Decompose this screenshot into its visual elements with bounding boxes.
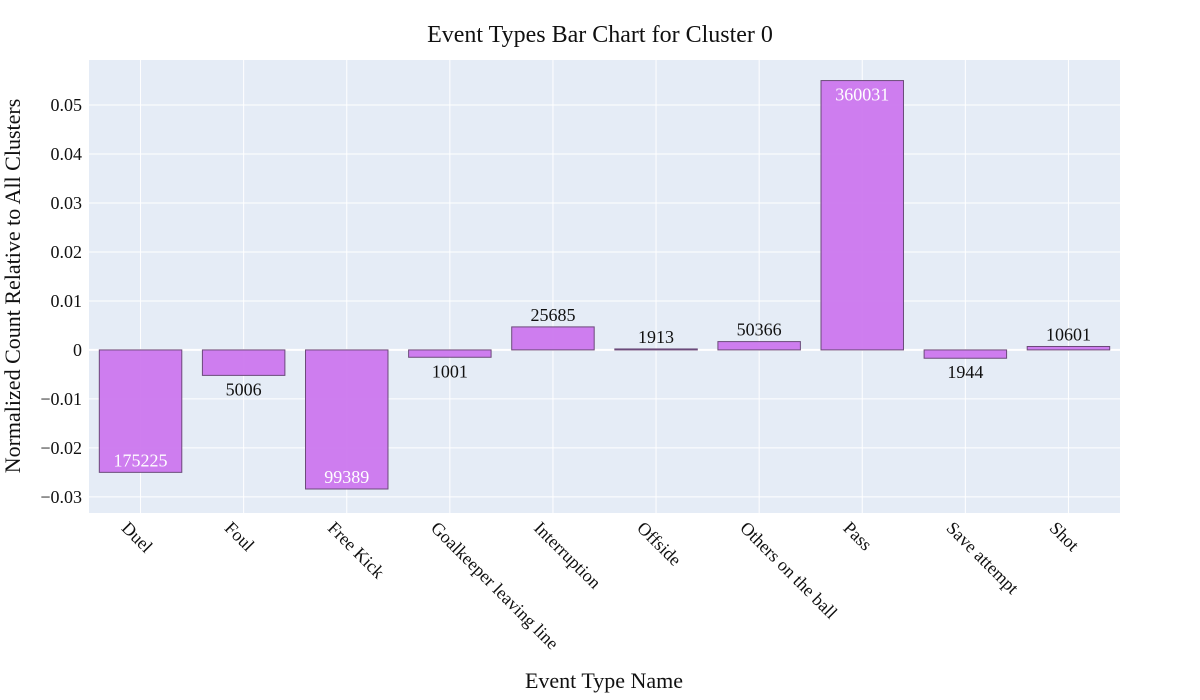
x-axis-ticks: Duel Foul Free Kick Goalkeeper leaving line…: [118, 518, 1083, 654]
bar: [408, 349, 492, 358]
y-tick-label: 0.02: [51, 242, 83, 262]
y-axis-title: Normalized Count Relative to All Cluster…: [0, 99, 25, 474]
data-label: 50366: [737, 320, 782, 340]
y-tick-label: 0.03: [51, 193, 83, 213]
bars: [98, 80, 1111, 490]
data-label: 25685: [530, 305, 575, 325]
data-label: 10601: [1046, 324, 1091, 344]
bar: [923, 349, 1008, 359]
y-tick-label: 0.01: [51, 291, 83, 311]
bar: [614, 348, 698, 351]
x-tick-label: Others on the ball: [736, 518, 841, 623]
x-tick-label: Interruption: [530, 518, 605, 593]
y-tick-label: −0.01: [40, 389, 82, 409]
x-tick-label: Offside: [633, 518, 685, 570]
data-labels: 175225 5006 99389 1001 25685 1913 50366 360031 1…: [114, 85, 1091, 487]
plot-area: [89, 60, 1120, 513]
y-axis-ticks: −0.03 −0.02 −0.01 0 0.01 0.02 0.03 0.04 0.05: [40, 95, 82, 507]
bar: [201, 349, 286, 376]
data-label: 1913: [638, 327, 674, 347]
bar: [511, 326, 595, 351]
bar: [1026, 345, 1111, 351]
y-tick-label: −0.02: [40, 438, 82, 458]
y-tick-label: 0: [73, 340, 82, 360]
x-tick-label: Save attempt: [943, 518, 1023, 598]
data-label: 99389: [324, 467, 369, 487]
bar: [717, 341, 801, 351]
y-tick-label: −0.03: [40, 487, 82, 507]
bar: [98, 349, 183, 473]
x-tick-label: Shot: [1046, 518, 1083, 555]
y-tick-label: 0.05: [51, 95, 83, 115]
y-tick-label: 0.04: [51, 144, 83, 164]
chart-title: Event Types Bar Chart for Cluster 0: [427, 22, 773, 48]
data-label: 1001: [432, 361, 468, 381]
bar: [305, 349, 389, 490]
data-label: 175225: [114, 450, 168, 470]
x-axis-title: Event Type Name: [525, 668, 683, 693]
x-tick-label: Foul: [221, 518, 258, 555]
bar: [820, 80, 904, 351]
data-label: 1944: [947, 362, 983, 382]
x-tick-label: Duel: [118, 518, 157, 557]
data-label: 360031: [835, 85, 889, 105]
x-tick-label: Free Kick: [324, 518, 389, 583]
data-label: 5006: [226, 379, 262, 399]
x-tick-label: Pass: [839, 518, 876, 555]
